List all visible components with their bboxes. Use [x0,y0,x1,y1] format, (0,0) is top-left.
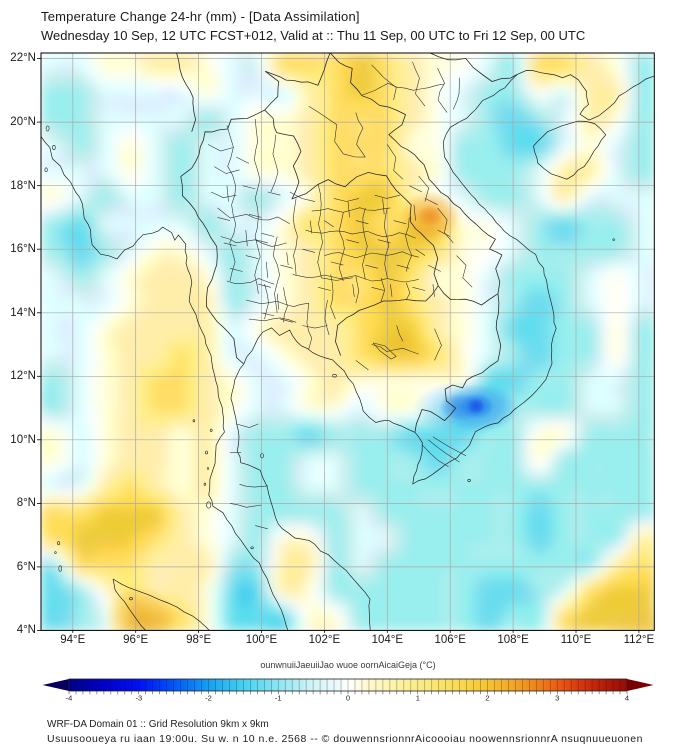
svg-text:-1: -1 [275,694,282,703]
svg-text:2: 2 [485,694,489,703]
svg-text:3: 3 [555,694,559,703]
svg-text:0: 0 [346,694,350,703]
svg-text:-2: -2 [205,694,212,703]
svg-text:-3: -3 [135,694,142,703]
svg-text:-4: -4 [66,694,73,703]
svg-text:1: 1 [416,694,420,703]
svg-text:4: 4 [625,694,629,703]
